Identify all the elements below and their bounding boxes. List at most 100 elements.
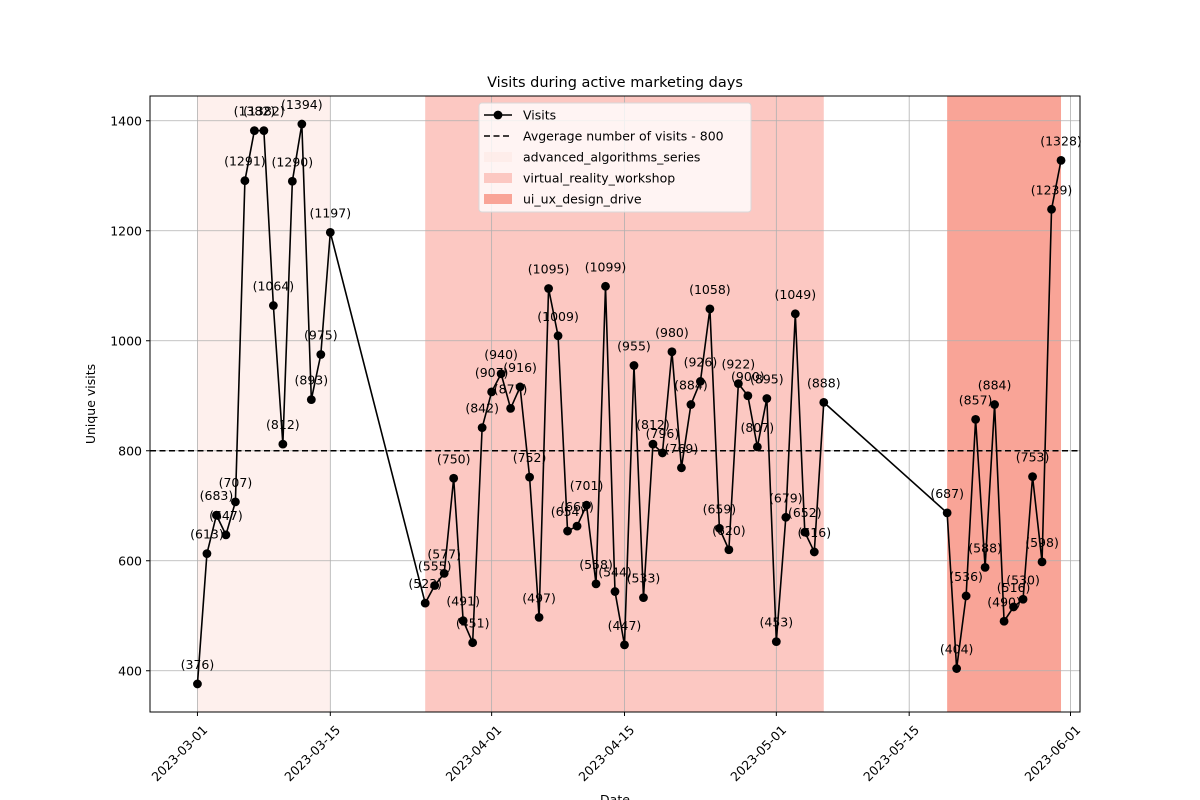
data-label: (1382) bbox=[234, 104, 276, 119]
data-label: (888) bbox=[807, 375, 841, 390]
data-point bbox=[468, 638, 478, 648]
series-markers bbox=[193, 119, 1066, 689]
data-label: (679) bbox=[769, 490, 803, 505]
data-point bbox=[1037, 557, 1047, 567]
x-tick-label: 2023-03-15 bbox=[281, 722, 343, 784]
data-label: (812) bbox=[636, 417, 670, 432]
data-point bbox=[553, 331, 563, 341]
data-label: (900) bbox=[731, 369, 765, 384]
data-label: (926) bbox=[684, 354, 718, 369]
y-tick-label: 600 bbox=[118, 553, 142, 568]
data-label: (753) bbox=[1016, 450, 1050, 465]
data-label: (1095) bbox=[528, 262, 570, 277]
data-point bbox=[525, 472, 534, 482]
data-label: (404) bbox=[940, 642, 974, 657]
data-label: (490) bbox=[987, 594, 1021, 609]
y-axis-ticks: 400 600 800 1000 1200 1400 bbox=[110, 113, 150, 678]
data-point bbox=[297, 119, 307, 129]
data-point bbox=[809, 547, 819, 557]
data-label: (980) bbox=[655, 325, 689, 340]
data-label: (577) bbox=[427, 546, 461, 561]
legend-key-patch bbox=[484, 194, 512, 204]
data-label: (796) bbox=[646, 426, 680, 441]
data-label: (1064) bbox=[253, 279, 295, 294]
data-label: (620) bbox=[712, 523, 746, 538]
data-label: (683) bbox=[200, 488, 234, 503]
data-label: (955) bbox=[617, 339, 651, 354]
data-label: (907) bbox=[475, 365, 509, 380]
data-point bbox=[771, 637, 781, 646]
data-label: (893) bbox=[295, 373, 329, 388]
data-point bbox=[705, 304, 715, 314]
data-point bbox=[202, 549, 212, 558]
data-point bbox=[980, 562, 990, 572]
data-point bbox=[696, 377, 705, 386]
y-tick-label: 1000 bbox=[110, 333, 142, 348]
y-tick-label: 800 bbox=[118, 443, 142, 458]
data-label: (491) bbox=[446, 594, 480, 609]
data-point bbox=[1018, 594, 1028, 604]
data-point bbox=[268, 301, 278, 310]
data-label: (453) bbox=[760, 615, 794, 630]
data-point bbox=[563, 526, 572, 536]
data-point bbox=[544, 284, 553, 293]
data-point bbox=[971, 415, 981, 424]
data-label: (877) bbox=[494, 381, 528, 396]
data-point bbox=[477, 423, 487, 433]
data-label: (1291) bbox=[224, 154, 266, 169]
legend-key-patch bbox=[484, 152, 512, 162]
legend-box bbox=[478, 102, 752, 213]
data-point bbox=[724, 545, 734, 555]
data-point bbox=[658, 448, 667, 458]
data-label: (558) bbox=[579, 557, 613, 572]
data-point bbox=[667, 347, 677, 357]
legend-label: Visits bbox=[523, 108, 556, 123]
data-label: (530) bbox=[1006, 572, 1040, 587]
data-label: (884) bbox=[978, 378, 1012, 393]
data-point bbox=[819, 397, 829, 407]
data-point bbox=[306, 395, 316, 404]
data-label: (613) bbox=[190, 527, 224, 542]
data-point bbox=[591, 579, 601, 589]
data-point bbox=[534, 613, 544, 622]
data-label: (1328) bbox=[1040, 133, 1082, 148]
data-point bbox=[800, 527, 810, 537]
data-label: (1239) bbox=[1031, 182, 1073, 197]
data-label: (842) bbox=[465, 401, 499, 416]
legend-label: ui_ux_design_drive bbox=[523, 192, 642, 207]
data-point bbox=[781, 512, 791, 522]
data-label: (654) bbox=[551, 504, 585, 519]
x-tick-label: 2023-03-01 bbox=[148, 722, 210, 784]
data-point bbox=[1028, 472, 1037, 481]
data-point bbox=[249, 126, 259, 136]
data-label: (1009) bbox=[537, 309, 579, 324]
data-label: (659) bbox=[703, 501, 737, 516]
data-label: (544) bbox=[598, 565, 632, 580]
data-label: (916) bbox=[503, 360, 537, 375]
data-label: (663) bbox=[560, 499, 594, 514]
x-tick-label: 2023-06-01 bbox=[1021, 722, 1083, 784]
x-axis-label: Date bbox=[600, 792, 630, 800]
data-point bbox=[961, 591, 971, 601]
data-point bbox=[999, 616, 1009, 626]
y-tick-label: 1200 bbox=[110, 223, 142, 238]
data-label: (598) bbox=[1025, 535, 1059, 550]
data-point bbox=[942, 508, 952, 518]
data-point bbox=[743, 391, 753, 401]
legend-label: virtual_reality_workshop bbox=[523, 171, 675, 186]
data-label: (376) bbox=[181, 657, 215, 672]
data-point bbox=[1056, 155, 1066, 165]
data-point bbox=[620, 640, 629, 650]
data-point bbox=[639, 593, 648, 602]
data-label: (516) bbox=[997, 580, 1031, 595]
data-label: (857) bbox=[959, 392, 993, 407]
data-label: (1290) bbox=[272, 154, 314, 169]
legend-label: advanced_algorithms_series bbox=[523, 150, 700, 165]
data-label: (616) bbox=[797, 525, 831, 540]
data-label: (523) bbox=[408, 576, 442, 591]
data-label: (451) bbox=[456, 616, 490, 631]
x-tick-label: 2023-05-01 bbox=[727, 722, 789, 784]
data-point bbox=[193, 679, 202, 689]
data-point bbox=[506, 404, 516, 413]
